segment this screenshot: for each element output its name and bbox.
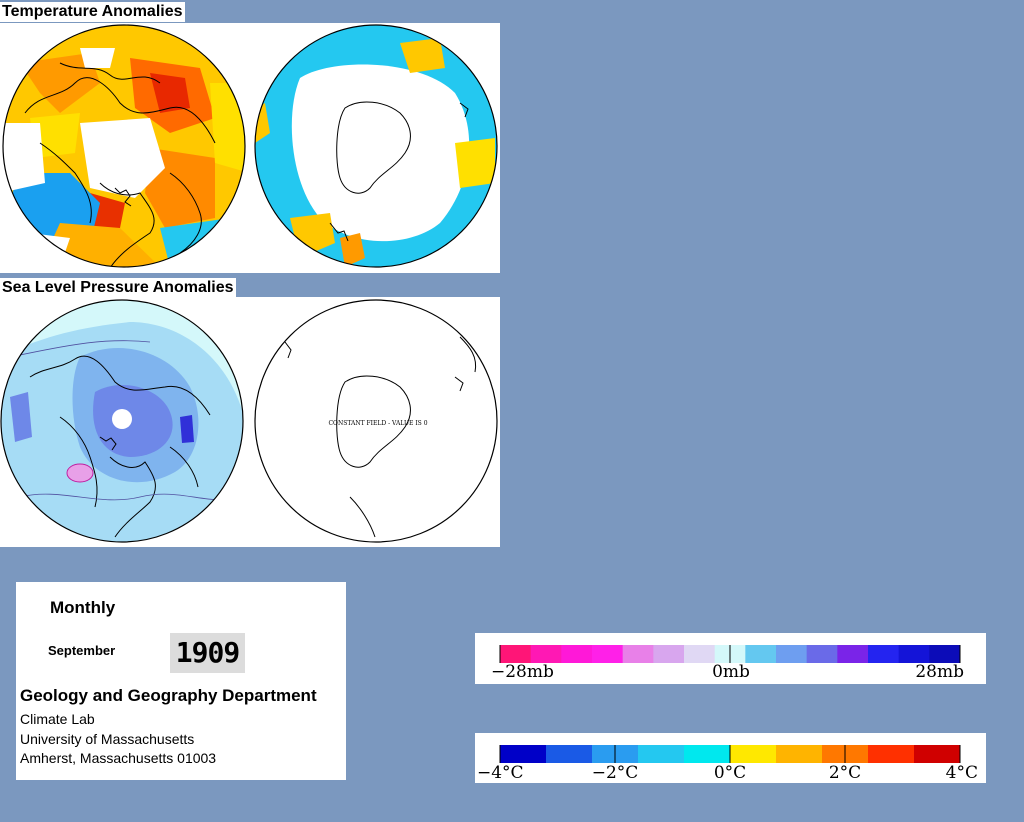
pressure-color-bar — [499, 645, 961, 663]
frequency-label: Monthly — [50, 598, 116, 617]
pressure-color-legend: −28mb 0mb 28mb — [475, 633, 986, 684]
pressure-min-label: −28mb — [491, 662, 554, 682]
temperature-tick-label: −4°C — [477, 763, 524, 783]
pressure-swatch — [929, 645, 961, 663]
university-name: University of Massachusetts — [20, 731, 195, 747]
pressure-swatch — [898, 645, 930, 663]
pressure-swatch — [561, 645, 593, 663]
pressure-swatch — [622, 645, 654, 663]
temperature-tick-label: 4°C — [946, 763, 978, 783]
pressure-maps-panel: CONSTANT FIELD - VALUE IS 0 — [0, 297, 500, 547]
lab-name: Climate Lab — [20, 711, 95, 727]
temperature-maps-panel — [0, 23, 500, 273]
pressure-anomalies-title: Sea Level Pressure Anomalies — [0, 278, 236, 298]
month-label: September — [48, 643, 116, 658]
pressure-map-northern — [1, 300, 243, 542]
temperature-swatch — [638, 745, 685, 763]
constant-field-label: CONSTANT FIELD - VALUE IS 0 — [328, 420, 427, 427]
pressure-swatch — [653, 645, 685, 663]
pressure-mid-label: 0mb — [712, 662, 750, 682]
address-line: Amherst, Massachusetts 01003 — [20, 750, 217, 766]
temperature-tick-label: 0°C — [714, 763, 746, 783]
temperature-swatch — [776, 745, 823, 763]
temperature-map-southern — [255, 25, 497, 267]
pressure-swatch — [868, 645, 900, 663]
department-name: Geology and Geography Department — [20, 686, 317, 705]
info-box: Monthly September 1909 Geology and Geogr… — [16, 582, 346, 780]
pressure-swatch — [592, 645, 624, 663]
pressure-swatch — [806, 645, 838, 663]
temperature-tick-label: 2°C — [829, 763, 861, 783]
pressure-swatch — [684, 645, 716, 663]
temperature-tick-label: −2°C — [592, 763, 639, 783]
pressure-swatch — [530, 645, 562, 663]
temperature-anomalies-title: Temperature Anomalies — [0, 2, 185, 22]
temperature-swatch — [730, 745, 777, 763]
pressure-swatch — [837, 645, 869, 663]
pressure-swatch — [745, 645, 777, 663]
pressure-swatch — [776, 645, 808, 663]
pressure-max-label: 28mb — [915, 662, 964, 682]
temperature-color-bar — [499, 745, 961, 763]
pressure-swatch — [500, 645, 532, 663]
temperature-swatch — [684, 745, 731, 763]
temperature-swatch — [546, 745, 593, 763]
temperature-swatch — [868, 745, 915, 763]
temperature-swatch — [914, 745, 961, 763]
year-display: 1909 — [170, 633, 245, 673]
temperature-color-legend: −4°C −2°C 0°C 2°C 4°C — [475, 733, 986, 783]
pressure-map-southern: CONSTANT FIELD - VALUE IS 0 — [254, 299, 498, 543]
temperature-swatch — [500, 745, 547, 763]
